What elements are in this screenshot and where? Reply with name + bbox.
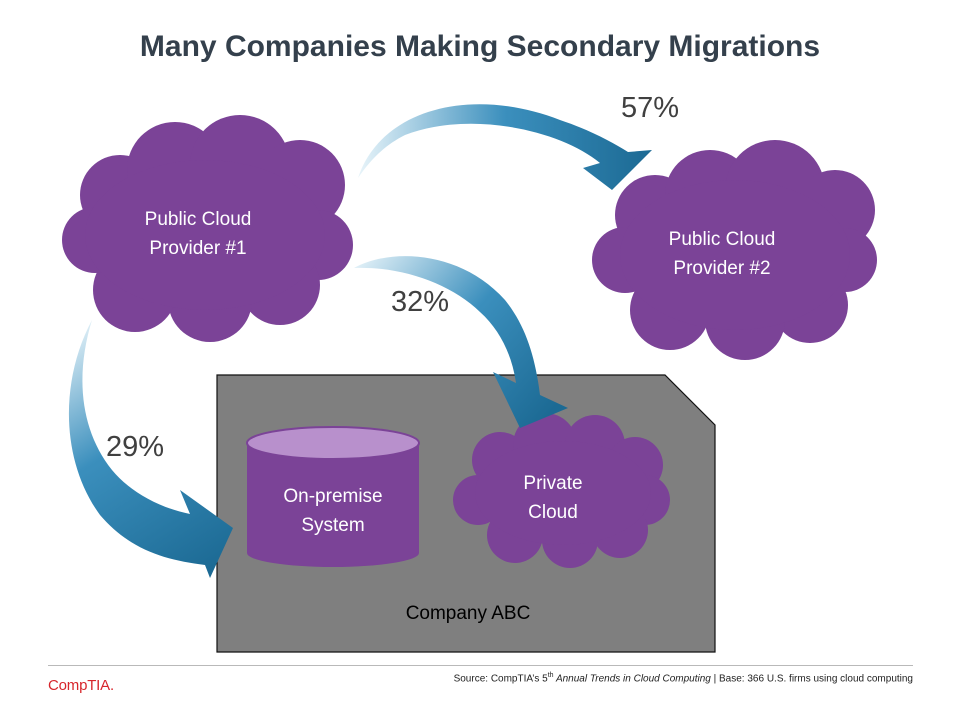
on-premise-label-line1: On-premise [283, 486, 382, 507]
private-cloud [453, 413, 670, 568]
cloud-provider-2 [592, 140, 877, 360]
private-cloud-label-line2: Cloud [528, 502, 578, 523]
footer-divider [48, 665, 913, 666]
cloud-provider-2-label-line2: Provider #2 [673, 258, 770, 279]
arrow-29 [68, 320, 233, 578]
cloud-provider-1-label-line1: Public Cloud [145, 209, 252, 230]
source-title: Annual Trends in Cloud Computing [553, 673, 711, 685]
cloud-provider-1-label-line2: Provider #1 [149, 238, 246, 259]
comptia-logo: CompTIA. [48, 677, 114, 694]
on-premise-cylinder [246, 426, 420, 567]
arrow-32 [354, 256, 568, 428]
source-superscript: th [547, 672, 554, 679]
cloud-provider-2-label-line1: Public Cloud [669, 229, 776, 250]
on-premise-label-line2: System [301, 515, 364, 536]
company-label: Company ABC [406, 603, 531, 624]
percent-29: 29% [106, 431, 164, 463]
cloud-provider-1 [62, 115, 353, 342]
slide-title: Many Companies Making Secondary Migratio… [139, 30, 821, 63]
private-cloud-label-line1: Private [523, 473, 582, 494]
source-suffix: | Base: 366 U.S. firms using cloud compu… [710, 673, 913, 685]
arrow-57 [358, 104, 652, 190]
percent-57: 57% [621, 92, 679, 124]
source-note: Source: CompTIA’s 5th Annual Trends in C… [454, 672, 913, 684]
source-prefix: Source: CompTIA’s 5 [453, 673, 548, 685]
percent-32: 32% [391, 286, 449, 318]
